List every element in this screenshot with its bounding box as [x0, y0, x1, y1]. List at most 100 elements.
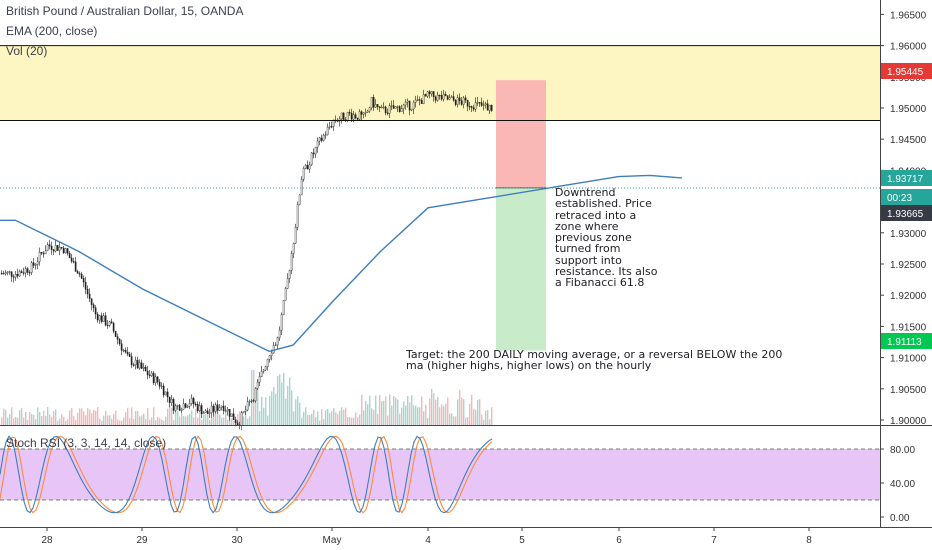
- volume-bar: [267, 415, 269, 425]
- volume-bar: [327, 409, 329, 425]
- stoch-rsi-panel: [0, 435, 880, 514]
- volume-bar: [33, 414, 35, 425]
- price-tick-label: 1.94500: [890, 135, 927, 146]
- candle-body: [384, 106, 387, 114]
- volume-bar: [325, 410, 327, 425]
- volume-bar: [383, 400, 385, 425]
- volume-bar: [141, 415, 143, 425]
- volume-bar: [261, 396, 263, 425]
- volume-bar: [367, 404, 369, 425]
- volume-bar: [491, 407, 493, 425]
- candle-body: [160, 385, 163, 387]
- chart-title: British Pound / Australian Dollar, 15, O…: [6, 4, 244, 18]
- resistance-zone: [0, 45, 880, 121]
- candle-body: [354, 114, 357, 119]
- price-tick-label: 1.90000: [890, 416, 927, 427]
- candle-body: [174, 405, 177, 411]
- candle-body: [328, 126, 331, 128]
- volume-bar: [299, 402, 301, 425]
- price-badge: [881, 205, 932, 221]
- volume-bar: [203, 414, 205, 425]
- candle-body: [30, 262, 33, 273]
- candle-body: [470, 106, 473, 108]
- candle-body: [146, 370, 149, 376]
- volume-bar: [285, 398, 287, 425]
- candle-body: [448, 97, 451, 100]
- candle-body: [386, 112, 389, 114]
- volume-bar: [249, 416, 251, 425]
- candle-body: [388, 105, 391, 114]
- price-badge: [881, 170, 932, 186]
- candle-body: [18, 271, 21, 277]
- ema-legend[interactable]: EMA (200, close): [6, 24, 98, 38]
- candle-body: [446, 95, 449, 100]
- candle-body: [480, 102, 483, 106]
- time-tick-label: 29: [136, 535, 148, 546]
- candle-body: [140, 362, 143, 369]
- candle-body: [166, 391, 169, 398]
- volume-bar: [183, 416, 185, 425]
- candle-body: [240, 412, 243, 426]
- volume-bar: [35, 419, 37, 425]
- volume-bar: [117, 419, 119, 425]
- candle-body: [128, 353, 131, 357]
- candle-body: [114, 330, 117, 337]
- stoch-rsi-legend[interactable]: Stoch RSI (3, 3, 14, 14, close): [6, 436, 167, 450]
- candle-body: [76, 271, 79, 274]
- candle-body: [110, 321, 113, 324]
- volume-bar: [429, 398, 431, 425]
- volume-bar: [451, 413, 453, 425]
- candle-body: [420, 100, 423, 104]
- candle-body: [242, 411, 245, 413]
- candle-body: [284, 288, 287, 301]
- price-tick-label: 1.91000: [890, 354, 927, 365]
- volume-bar: [191, 410, 193, 425]
- candle-body: [44, 250, 47, 255]
- volume-bar: [315, 417, 317, 425]
- price-badge-label: 1.91113: [887, 337, 922, 348]
- volume-bar: [405, 405, 407, 425]
- candle-body: [372, 96, 375, 108]
- candle-body: [360, 111, 363, 115]
- volume-bar: [105, 410, 107, 425]
- target-note: Target: the 200 DAILY moving average, or…: [406, 348, 783, 373]
- price-tick-label: 1.90500: [890, 385, 927, 396]
- candle-body: [472, 107, 475, 110]
- volume-bar: [251, 370, 253, 425]
- volume-bar: [217, 412, 219, 425]
- volume-bar: [437, 396, 439, 425]
- candle-body: [342, 112, 345, 120]
- candle-body: [350, 112, 353, 120]
- candle-body: [424, 94, 427, 97]
- volume-legend[interactable]: Vol (20): [6, 44, 48, 58]
- candle-body: [310, 152, 313, 166]
- volume-bar: [313, 409, 315, 425]
- candle-body: [152, 372, 155, 384]
- candle-body: [134, 359, 137, 366]
- candle-body: [200, 405, 203, 415]
- volume-bar: [39, 412, 41, 425]
- candle-body: [416, 99, 419, 101]
- volume-bar: [351, 417, 353, 425]
- candle-body: [66, 248, 69, 254]
- volume-bar: [121, 420, 123, 425]
- volume-bar: [423, 411, 425, 425]
- volume-bar: [307, 415, 309, 425]
- volume-bar: [171, 408, 173, 425]
- volume-bar: [393, 395, 395, 425]
- candle-body: [98, 315, 101, 321]
- candle-body: [358, 111, 361, 120]
- candle-body: [260, 371, 263, 377]
- candle-body: [158, 381, 161, 387]
- candle-body: [440, 95, 443, 100]
- volume-bar: [467, 417, 469, 425]
- candle-body: [332, 119, 335, 127]
- volume-bar: [427, 417, 429, 425]
- volume-bar: [31, 414, 33, 425]
- volume-bar: [309, 414, 311, 425]
- candle-body: [6, 271, 9, 273]
- volume-bar: [97, 407, 99, 425]
- candle-body: [188, 403, 191, 407]
- candle-body: [210, 405, 213, 413]
